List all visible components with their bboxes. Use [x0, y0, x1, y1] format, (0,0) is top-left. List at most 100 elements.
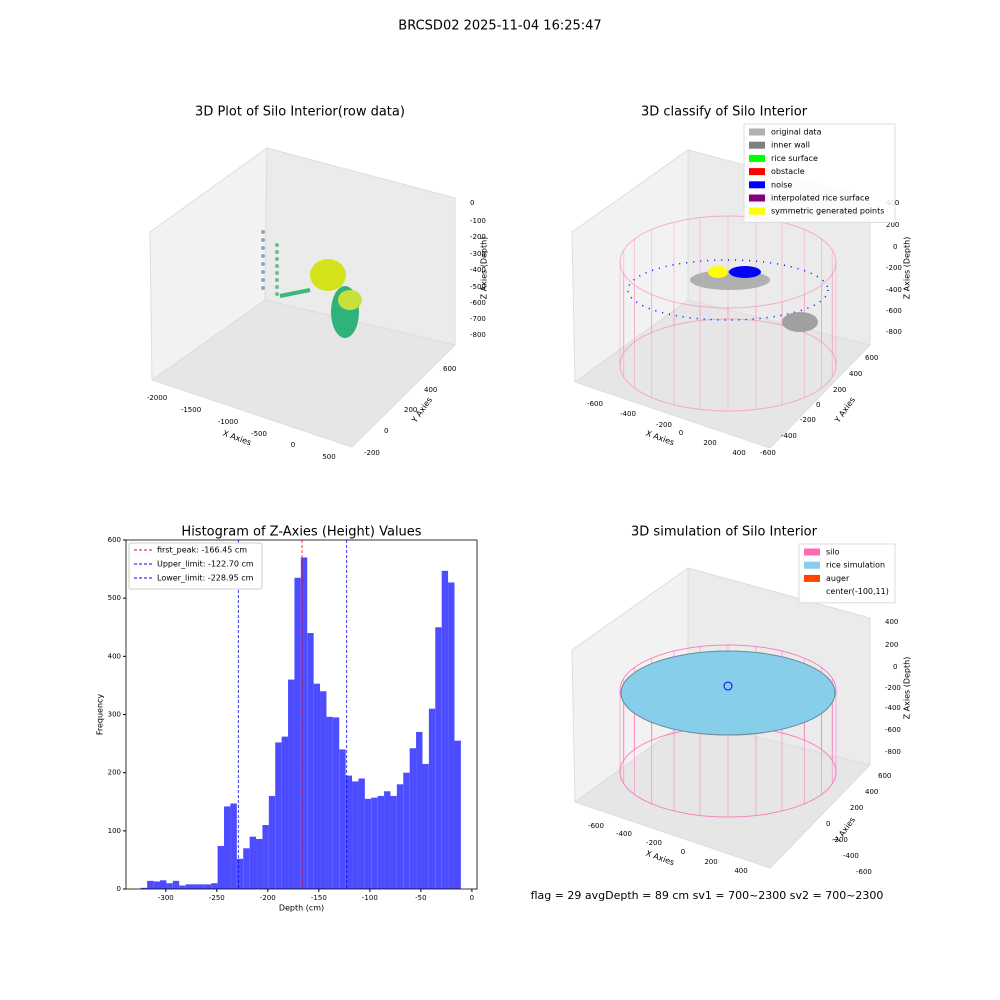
pane [573, 719, 871, 869]
y-tick-label: 400 [108, 652, 121, 660]
subplot-title: 3D classify of Silo Interior [641, 105, 808, 120]
y-tick-label: -200 [364, 449, 380, 457]
bar [332, 717, 340, 889]
bar [275, 742, 282, 889]
bar [377, 795, 385, 889]
bar [204, 884, 212, 889]
figure-title: BRCSD02 2025-11-04 16:25:47 [398, 19, 601, 34]
z-tick-label: -700 [470, 315, 486, 323]
point [261, 262, 265, 266]
legend-label: first_peak: -166.45 cm [157, 546, 247, 555]
point [261, 230, 265, 234]
x-tick-label: 0 [291, 441, 295, 449]
x-tick-label: -400 [616, 830, 632, 838]
z-tick-label: -200 [885, 684, 901, 692]
legend-label: Upper_limit: -122.70 cm [157, 560, 254, 569]
center [723, 681, 733, 691]
point [275, 292, 279, 296]
y-tick-label: -200 [800, 416, 816, 424]
z-tick-label: -800 [470, 331, 486, 339]
axis-label: X Axies [645, 429, 676, 448]
x-tick-label: -500 [251, 430, 267, 438]
legend-swatch [749, 194, 765, 202]
bar [268, 795, 276, 889]
x-tick-label: -200 [260, 894, 276, 902]
x-tick-label: -300 [158, 894, 174, 902]
y-tick-label: 0 [117, 885, 121, 893]
bar [454, 740, 461, 889]
x-axis-label: Depth (cm) [279, 904, 324, 913]
z-tick-label: -200 [470, 233, 486, 241]
legend-label: obstacle [771, 167, 805, 176]
bar [390, 795, 397, 889]
bar [294, 577, 301, 889]
subplot-title: Histogram of Z-Axies (Height) Values [181, 525, 421, 540]
point [275, 285, 279, 289]
y-tick-label: 500 [108, 594, 121, 602]
legend-label: noise [771, 180, 792, 189]
bar [320, 691, 327, 889]
bar [448, 582, 455, 889]
z-tick-label: 200 [886, 221, 899, 229]
bar [153, 881, 160, 889]
z-tick-label: -800 [885, 748, 901, 756]
silo-wall [619, 215, 837, 309]
y-tick-label: 0 [816, 401, 820, 409]
noise [627, 259, 829, 321]
y-tick-label: 600 [108, 536, 121, 544]
bar [300, 557, 308, 889]
z-tick-label: -600 [886, 307, 902, 315]
axis-label: Z Axies (Depth) [903, 657, 912, 720]
point [275, 250, 279, 254]
bar [345, 775, 353, 889]
legend-label: silo [826, 548, 840, 557]
bar [159, 880, 167, 889]
axis-label: X Axies [645, 849, 676, 868]
z-tick-label: -400 [470, 266, 486, 274]
y-tick-label: 400 [424, 386, 437, 394]
y-tick-label: 200 [404, 406, 417, 414]
bar [217, 845, 225, 889]
legend-box [743, 123, 896, 223]
bar [428, 708, 436, 889]
bar [262, 825, 269, 889]
bar [256, 838, 263, 889]
y-tick-label: 600 [865, 354, 878, 362]
legend-swatch [804, 561, 820, 569]
bar [166, 883, 173, 889]
cluster [338, 290, 362, 310]
axis-label: X Axies [222, 429, 253, 448]
bar [339, 749, 346, 889]
bar [435, 627, 442, 889]
point [261, 270, 265, 274]
z-tick-label: -300 [470, 250, 486, 258]
x-tick-label: -100 [362, 894, 378, 902]
x-tick-label: -2000 [147, 394, 167, 402]
bar [326, 716, 333, 889]
x-tick-label: -1000 [218, 418, 238, 426]
y-tick-label: 0 [826, 820, 830, 828]
bar [236, 858, 244, 889]
y-tick-label: 100 [108, 827, 121, 835]
x-tick-label: 200 [704, 858, 717, 866]
z-tick-label: -200 [886, 264, 902, 272]
z-tick-label: 400 [885, 618, 898, 626]
y-tick-label: 200 [108, 769, 121, 777]
bar [313, 683, 321, 889]
pane [573, 299, 871, 449]
rice-simulation [620, 650, 836, 736]
bar [211, 883, 218, 889]
legend-label: interpolated rice surface [771, 194, 869, 203]
legend-swatch [749, 128, 765, 136]
legend-label: inner wall [771, 141, 810, 150]
legend-box [128, 542, 263, 590]
z-tick-label: -800 [886, 328, 902, 336]
bar [243, 848, 250, 889]
legend-swatch [804, 548, 820, 556]
point [261, 278, 265, 282]
bar [384, 791, 391, 889]
z-tick-label: -600 [470, 299, 486, 307]
bar [371, 797, 378, 889]
z-tick-label: 0 [893, 243, 897, 251]
